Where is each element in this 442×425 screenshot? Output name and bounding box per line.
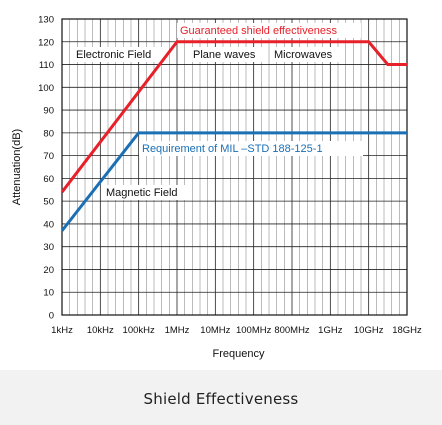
caption: Shield Effectiveness — [143, 389, 299, 408]
annotation-background — [72, 47, 166, 62]
y-tick-label: 120 — [38, 37, 54, 48]
x-tick-label: 100kHz — [123, 325, 155, 336]
y-tick-label: 60 — [43, 174, 54, 185]
series-label-background — [177, 23, 361, 38]
y-tick-label: 100 — [38, 83, 54, 94]
y-tick-label: 90 — [43, 106, 54, 117]
plot-background — [62, 19, 407, 315]
series-name-label: Requirement of MIL –STD 188-125-1 — [142, 143, 323, 155]
x-tick-label: 18GHz — [392, 325, 422, 336]
x-tick-label: 10kHz — [87, 325, 114, 336]
y-tick-label: 20 — [43, 265, 54, 276]
series-name-label: Guaranteed shield effectiveness — [180, 25, 337, 37]
annotation-label: Magnetic Field — [106, 187, 178, 199]
x-tick-label: 800MHz — [274, 325, 310, 336]
y-tick-label: 130 — [38, 15, 54, 26]
series-line-1 — [60, 131, 407, 232]
y-tick-label: 0 — [49, 311, 54, 322]
y-tick-label: 110 — [39, 60, 54, 71]
annotation-label: Electronic Field — [76, 49, 151, 61]
y-tick-label: 30 — [43, 242, 54, 253]
x-tick-label: 100MHz — [236, 325, 272, 336]
annotation-background — [270, 47, 345, 62]
plot-frame — [61, 18, 408, 316]
annotation-label: Plane waves — [193, 49, 256, 61]
annotation-background — [102, 185, 192, 200]
attenuation-chart: 0 10 20 30 40 50 60 70 80 90 100 110 120 130 1kHz 10kHz… — [11, 15, 422, 361]
caption-bar: Shield Effectiveness — [0, 372, 442, 425]
y-tick-label: 40 — [43, 219, 54, 230]
x-tick-label: 1GHz — [318, 325, 343, 336]
y-tick-label: 10 — [43, 288, 54, 299]
x-tick-label: 10GHz — [354, 325, 384, 336]
series-line-0 — [60, 40, 407, 193]
y-tick-label: 80 — [43, 128, 54, 139]
y-tick-label: 50 — [43, 197, 54, 208]
y-axis-title: Attenuation(dB) — [11, 129, 23, 205]
x-tick-label: 10MHz — [200, 325, 230, 336]
annotation-background — [189, 47, 265, 62]
x-tick-label: 1MHz — [165, 325, 190, 336]
x-axis-title: Frequency — [213, 348, 265, 360]
x-tick-label: 1kHz — [51, 325, 73, 336]
annotation-label: Microwaves — [274, 49, 333, 61]
series-label-background — [139, 141, 363, 156]
y-tick-label: 70 — [43, 151, 54, 162]
chart-area: 0 10 20 30 40 50 60 70 80 90 100 110 120 130 1kHz 10kHz… — [0, 0, 442, 370]
